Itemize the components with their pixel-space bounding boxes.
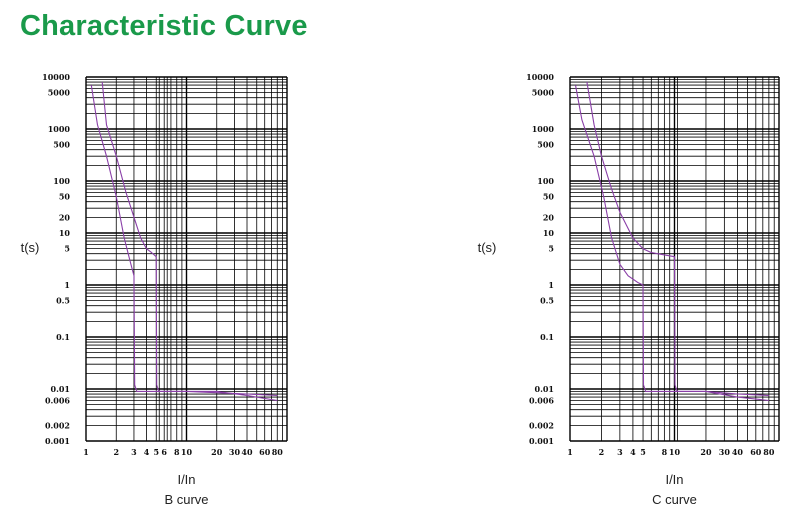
y-tick-label: 0.1 — [540, 332, 554, 342]
y-tick-label: 20 — [59, 212, 71, 222]
x-tick-label: 3 — [131, 447, 137, 457]
x-axis-label: I/In — [177, 472, 195, 487]
chart-caption: B curve — [164, 492, 208, 507]
y-tick-label: 0.01 — [51, 384, 70, 394]
y-tick-label: 0.5 — [540, 296, 554, 306]
x-tick-label: 10 — [181, 447, 193, 457]
y-tick-label: 0.01 — [535, 384, 554, 394]
x-tick-label: 60 — [259, 447, 271, 457]
x-tick-label: 1 — [83, 447, 89, 457]
y-tick-label: 0.5 — [56, 296, 70, 306]
x-tick-label: 8 — [174, 447, 180, 457]
y-tick-label: 0.001 — [529, 436, 554, 446]
y-tick-label: 1 — [548, 280, 554, 290]
y-tick-label: 50 — [59, 192, 71, 202]
y-tick-label: 50 — [543, 192, 555, 202]
y-tick-label: 10 — [59, 228, 71, 238]
series-line-2 — [586, 81, 769, 402]
y-tick-label: 500 — [537, 140, 554, 150]
x-tick-label: 6 — [161, 447, 167, 457]
y-tick-label: 0.002 — [45, 420, 70, 430]
x-tick-label: 80 — [763, 447, 775, 457]
series-line-1 — [90, 85, 278, 397]
y-tick-label: 1000 — [48, 124, 71, 134]
x-tick-label: 20 — [211, 447, 223, 457]
x-tick-label: 60 — [750, 447, 762, 457]
y-tick-label: 0.006 — [45, 396, 70, 406]
x-tick-label: 8 — [662, 447, 668, 457]
x-tick-label: 5 — [153, 447, 159, 457]
y-tick-label: 20 — [543, 212, 555, 222]
series-line-2 — [101, 81, 278, 402]
x-axis-label: I/In — [665, 472, 683, 487]
y-tick-label: 5000 — [48, 88, 71, 98]
x-tick-label: 3 — [617, 447, 623, 457]
y-tick-label: 100 — [53, 176, 70, 186]
chart-panel-2: 10000 5000 1000 500 100 50 20 10 5 1 0.5 0.1 0.01 0.0… — [478, 72, 780, 507]
y-tick-label: 0.006 — [529, 396, 554, 406]
x-tick-label: 10 — [669, 447, 681, 457]
x-tick-label: 1 — [567, 447, 573, 457]
y-tick-label: 500 — [53, 140, 70, 150]
y-axis-label: t(s) — [478, 240, 497, 255]
x-tick-label: 5 — [640, 447, 646, 457]
x-tick-label: 30 — [719, 447, 731, 457]
y-axis-label: t(s) — [21, 240, 40, 255]
chart-caption: C curve — [652, 492, 697, 507]
page-title: Characteristic Curve — [20, 10, 308, 42]
y-tick-label: 1 — [64, 280, 70, 290]
y-tick-label: 100 — [537, 176, 554, 186]
y-tick-label: 1000 — [532, 124, 555, 134]
chart-panel-1: 10000 5000 1000 500 100 50 20 10 5 1 0.5 0.1 0.01 0.0… — [21, 72, 288, 507]
x-tick-label: 40 — [732, 447, 744, 457]
x-tick-label: 2 — [599, 447, 605, 457]
x-tick-label: 80 — [272, 447, 284, 457]
x-tick-label: 4 — [630, 447, 636, 457]
y-tick-label: 5000 — [532, 88, 555, 98]
y-tick-label: 10000 — [42, 72, 70, 82]
y-tick-label: 5 — [548, 244, 554, 254]
y-tick-label: 10000 — [526, 72, 554, 82]
y-tick-label: 0.1 — [56, 332, 70, 342]
x-tick-label: 30 — [229, 447, 241, 457]
x-tick-label: 2 — [113, 447, 119, 457]
y-tick-label: 5 — [64, 244, 70, 254]
x-tick-label: 40 — [241, 447, 253, 457]
x-tick-label: 4 — [144, 447, 150, 457]
y-tick-label: 10 — [543, 228, 555, 238]
y-tick-label: 0.001 — [45, 436, 70, 446]
y-tick-label: 0.002 — [529, 420, 554, 430]
x-tick-label: 20 — [700, 447, 712, 457]
